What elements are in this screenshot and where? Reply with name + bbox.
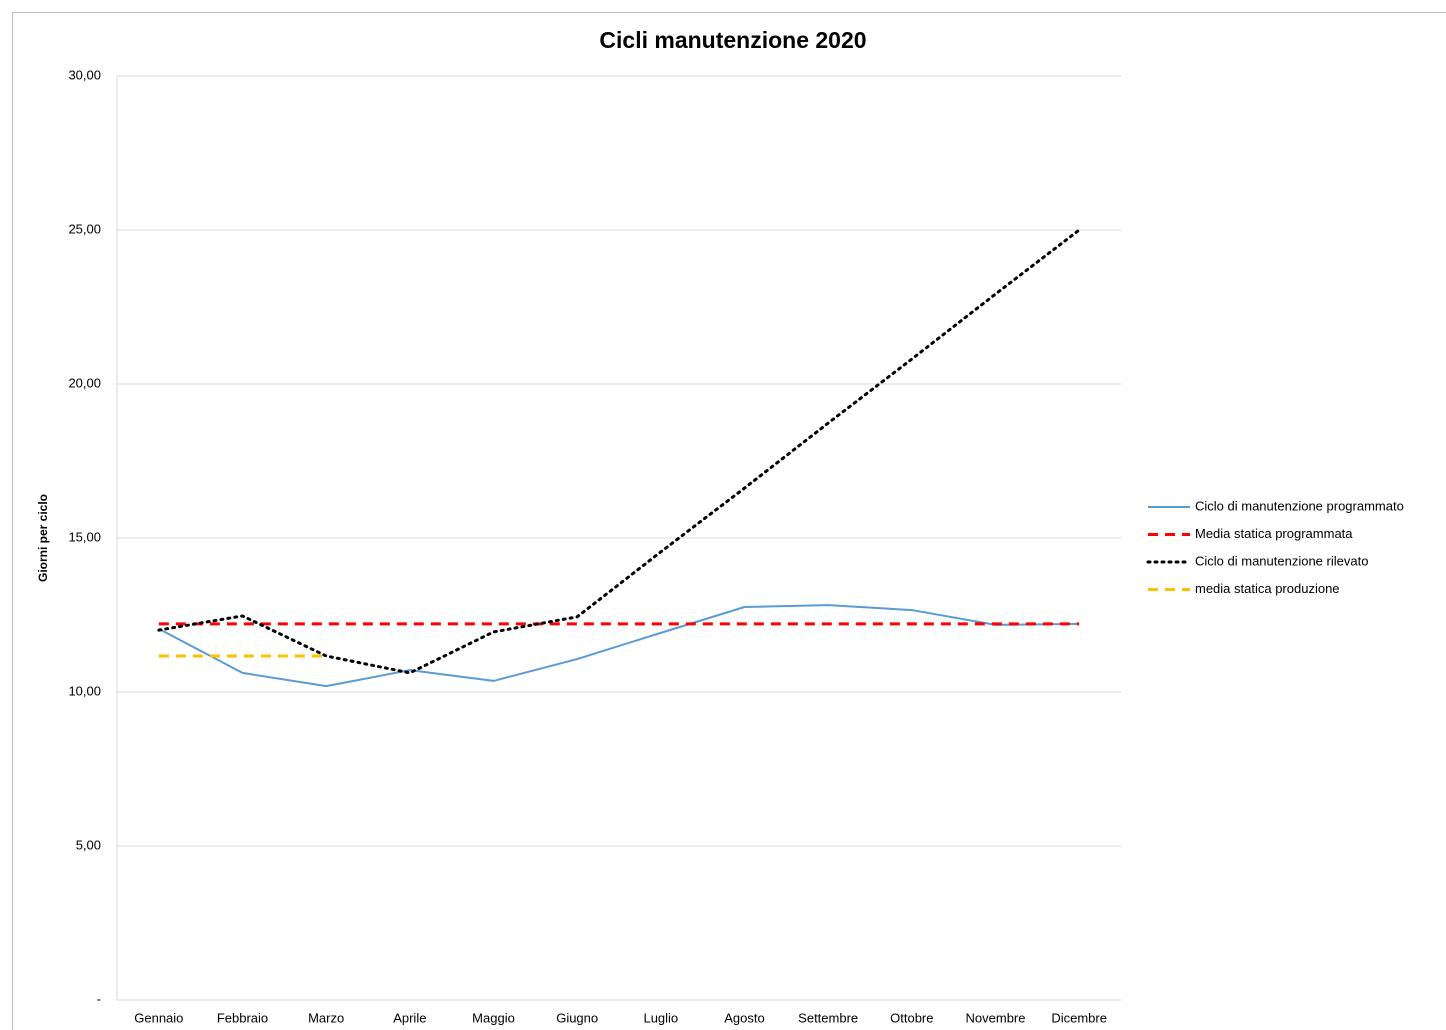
x-tick-label: Marzo <box>308 1010 344 1025</box>
x-tick-label: Dicembre <box>1051 1010 1107 1025</box>
x-tick-label: Ottobre <box>890 1010 933 1025</box>
y-tick-label: - <box>97 991 101 1006</box>
series-line <box>158 604 1080 688</box>
legend-label: media statica produzione <box>1195 581 1340 596</box>
y-tick-label: 5,00 <box>76 837 101 852</box>
legend-label: Ciclo di manutenzione rilevato <box>1195 553 1368 568</box>
y-tick-label: 30,00 <box>68 67 101 82</box>
legend-label: Ciclo di manutenzione programmato <box>1195 498 1404 513</box>
y-tick-label: 10,00 <box>68 683 101 698</box>
y-tick-label: 15,00 <box>68 529 101 544</box>
x-tick-label: Settembre <box>798 1010 858 1025</box>
x-tick-label: Agosto <box>724 1010 764 1025</box>
chart-title: Cicli manutenzione 2020 <box>599 27 866 53</box>
x-tick-label: Luglio <box>643 1010 678 1025</box>
series-line <box>157 228 1081 675</box>
x-tick-label: Novembre <box>966 1010 1026 1025</box>
chart-border <box>12 12 1446 1030</box>
legend-label: Media statica programmata <box>1195 526 1353 541</box>
y-axis-title: Giorni per ciclo <box>36 494 50 582</box>
y-tick-label: 25,00 <box>68 221 101 236</box>
x-tick-label: Gennaio <box>134 1010 183 1025</box>
x-tick-label: Aprile <box>393 1010 426 1025</box>
x-tick-label: Giugno <box>556 1010 598 1025</box>
y-tick-label: 20,00 <box>68 375 101 390</box>
x-tick-label: Maggio <box>472 1010 515 1025</box>
x-tick-label: Febbraio <box>217 1010 268 1025</box>
